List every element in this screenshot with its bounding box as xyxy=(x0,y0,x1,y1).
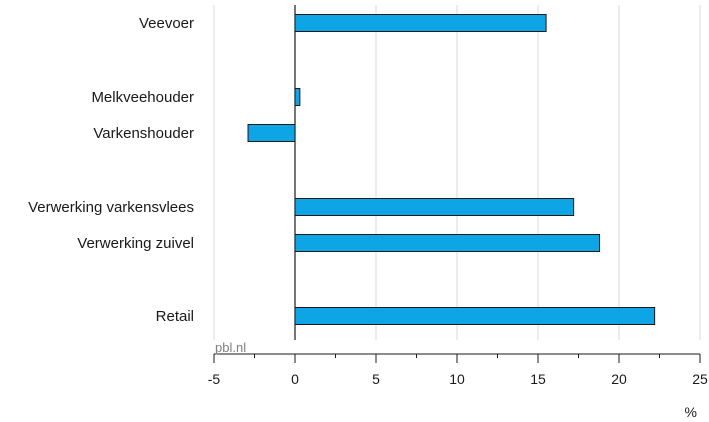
x-tick-label: 25 xyxy=(692,371,708,387)
category-label: Verwerking zuivel xyxy=(77,235,194,252)
source-label: pbl.nl xyxy=(215,340,246,355)
category-label: Verwerking varkensvlees xyxy=(28,199,194,216)
x-axis: -5 0 5 10 15 20 25 xyxy=(208,353,708,387)
bar xyxy=(294,307,656,325)
category-label: Retail xyxy=(156,308,194,325)
category-label: Veevoer xyxy=(139,15,194,32)
bar xyxy=(247,124,296,142)
x-tick-label: 0 xyxy=(291,371,299,387)
x-tick-label: 20 xyxy=(611,371,627,387)
category-labels: Veevoer Melkveehouder Varkenshouder Verwerk… xyxy=(28,15,194,325)
category-label: Melkveehouder xyxy=(91,89,194,106)
x-axis-unit: % xyxy=(685,404,697,420)
x-tick-label: 10 xyxy=(449,371,465,387)
category-label: Varkenshouder xyxy=(93,125,194,142)
x-tick-label: 5 xyxy=(372,371,380,387)
bar xyxy=(294,198,575,216)
bars xyxy=(247,14,656,325)
bar xyxy=(294,14,547,32)
x-tick-label: -5 xyxy=(208,371,221,387)
grid-lines xyxy=(213,5,701,340)
bar xyxy=(294,234,601,252)
bar xyxy=(294,88,301,106)
x-tick-label: 15 xyxy=(530,371,546,387)
